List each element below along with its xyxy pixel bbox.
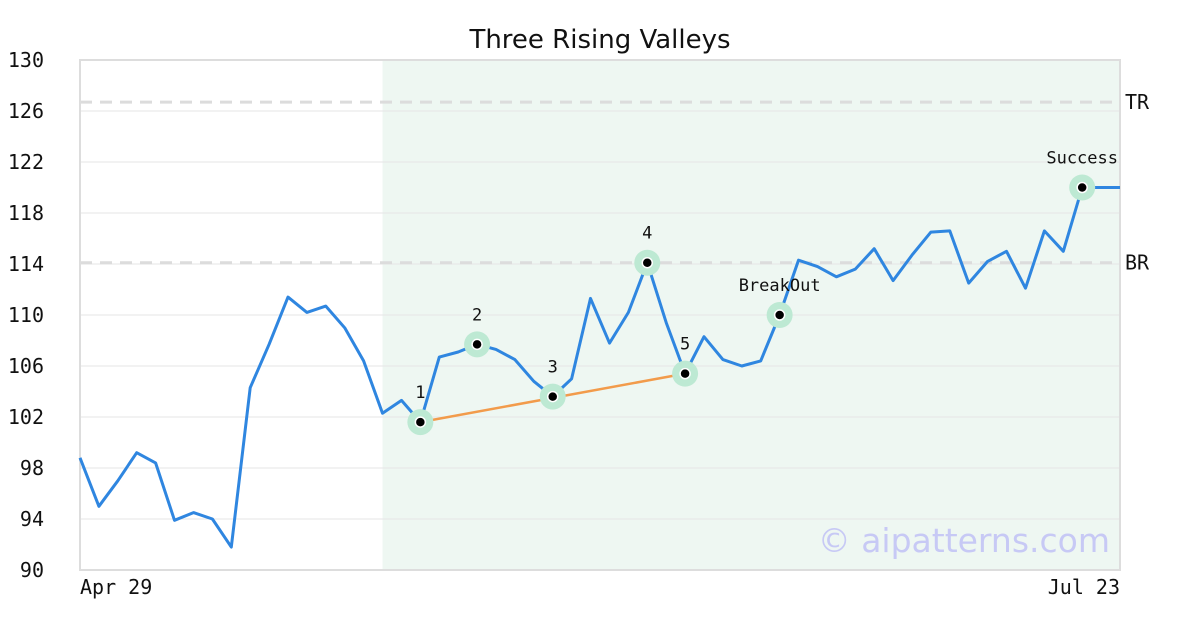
point-annotation-label: Success bbox=[1046, 149, 1118, 169]
y-tick-label: 126 bbox=[8, 99, 44, 123]
point-marker bbox=[414, 416, 427, 428]
point-annotation-label: 3 bbox=[548, 358, 558, 378]
y-tick-label: 114 bbox=[8, 252, 44, 276]
point-marker bbox=[679, 367, 691, 380]
point-annotation-label: 4 bbox=[642, 224, 652, 244]
y-tick-label: 106 bbox=[8, 354, 44, 378]
y-tick-label: 130 bbox=[8, 48, 44, 72]
axes-labels-group: 90 94 98 102 106 110 114 118 122 126 130 Apr 29 Jul … bbox=[8, 48, 1120, 599]
level-label-tr: TR bbox=[1125, 90, 1150, 114]
watermark: © aipatterns.com bbox=[818, 521, 1110, 560]
chart-title: Three Rising Valleys bbox=[468, 25, 730, 55]
price-line-group bbox=[78, 186, 1120, 549]
point-marker bbox=[773, 309, 786, 321]
point-marker bbox=[1076, 181, 1088, 194]
price-series-line bbox=[78, 186, 1120, 549]
plot-frame bbox=[79, 59, 1121, 571]
point-annotation-label: 1 bbox=[415, 383, 425, 403]
point-annotation-label: 5 bbox=[680, 335, 690, 355]
y-tick-label: 118 bbox=[8, 201, 44, 225]
y-tick-label: 102 bbox=[8, 405, 44, 429]
y-tick-label: 98 bbox=[20, 456, 44, 480]
y-tick-label: 90 bbox=[20, 558, 44, 582]
point-marker bbox=[641, 256, 654, 269]
horizontal-levels-group: TR BR bbox=[80, 90, 1150, 275]
point-marker bbox=[546, 390, 559, 403]
point-annotation-label: 2 bbox=[472, 305, 482, 325]
point-annotation-label: BreakOut bbox=[739, 276, 821, 296]
level-label-br: BR bbox=[1125, 251, 1150, 275]
plot-frame-group bbox=[79, 59, 1121, 571]
x-tick-label: Apr 29 bbox=[80, 575, 152, 599]
x-tick-label: Jul 23 bbox=[1048, 575, 1120, 599]
annotations-group: 1 2 3 4 5 BreakOut Success bbox=[407, 149, 1118, 436]
y-tick-label: 122 bbox=[8, 150, 44, 174]
point-marker bbox=[471, 338, 483, 351]
y-tick-label: 94 bbox=[20, 507, 44, 531]
y-tick-label: 110 bbox=[8, 303, 44, 327]
